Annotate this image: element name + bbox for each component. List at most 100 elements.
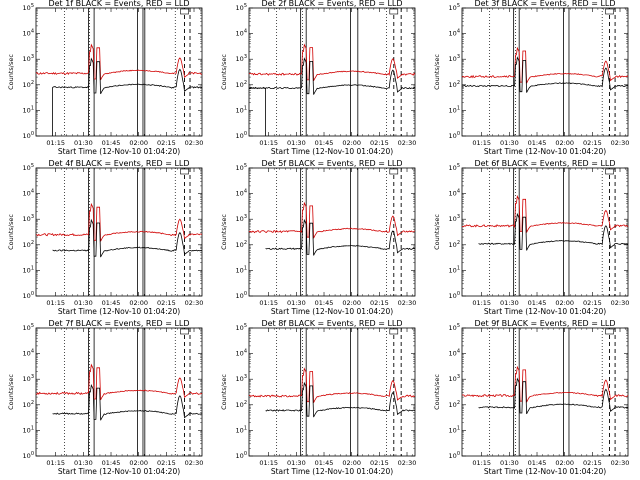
x-axis-label: Start Time (12-Nov-10 01:04:20): [484, 467, 606, 476]
y-tick-base: 10: [449, 132, 457, 140]
y-tick-exponent: 1: [31, 425, 34, 431]
chart-svg: Det 3f BLACK = Events, RED = LLD10010110…: [433, 0, 629, 156]
y-axis-label: Counts/sec: [7, 374, 15, 410]
detector-panel-3: Det 3f BLACK = Events, RED = LLD 100 101 10…: [426, 0, 639, 160]
y-tick-exponent: 5: [31, 163, 34, 169]
plot-frame: [248, 327, 416, 457]
x-tick-label: 01:15: [472, 299, 491, 307]
events-series-line: [248, 57, 416, 136]
x-tick-label: 01:45: [102, 299, 121, 307]
x-tick-label: 01:30: [287, 459, 306, 467]
y-tick-label: 102: [23, 80, 34, 89]
y-tick-label: 105: [23, 163, 34, 172]
x-tick-label: 01:15: [46, 139, 65, 147]
y-tick-exponent: 2: [244, 80, 247, 86]
y-tick-label: 103: [449, 374, 460, 383]
x-tick-label: 01:45: [528, 139, 547, 147]
detector-panel-1: Det 1f BLACK = Events, RED = LLD 100 101 10…: [0, 0, 213, 160]
x-tick-label: 02:15: [157, 299, 176, 307]
x-tick-label: 02:00: [555, 139, 574, 147]
lld-series-line: [248, 201, 416, 239]
y-tick-base: 10: [23, 452, 31, 460]
y-tick-exponent: 0: [244, 131, 247, 137]
y-tick-label: 103: [449, 214, 460, 223]
y-tick-base: 10: [449, 266, 457, 274]
y-tick-label: 104: [236, 29, 247, 38]
y-tick-exponent: 1: [457, 425, 460, 431]
y-axis-label: Counts/sec: [220, 214, 228, 250]
y-axis-label: Counts/sec: [7, 54, 15, 90]
y-tick-label: 100: [449, 451, 460, 460]
lld-series-line: [35, 202, 202, 242]
chart-title: Det 8f BLACK = Events, RED = LLD: [261, 320, 402, 328]
chart-title: Det 1f BLACK = Events, RED = LLD: [48, 0, 189, 8]
y-tick-exponent: 2: [244, 400, 247, 406]
y-tick-base: 10: [23, 81, 31, 89]
y-tick-label: 102: [236, 240, 247, 249]
lld-series-line: [461, 46, 629, 84]
y-tick-exponent: 0: [31, 291, 34, 297]
y-tick-base: 10: [449, 292, 457, 300]
y-tick-exponent: 2: [457, 240, 460, 246]
y-tick-exponent: 2: [244, 240, 247, 246]
x-tick-label: 01:45: [102, 459, 121, 467]
y-tick-base: 10: [236, 106, 244, 114]
y-tick-label: 101: [449, 105, 460, 114]
x-axis-label: Start Time (12-Nov-10 01:04:20): [58, 147, 180, 156]
x-tick-label: 02:15: [370, 459, 389, 467]
x-tick-label: 02:00: [129, 139, 148, 147]
flag-marker: [180, 168, 189, 175]
events-series-line: [478, 212, 629, 251]
y-tick-label: 104: [23, 349, 34, 358]
y-tick-base: 10: [236, 164, 244, 172]
y-tick-label: 103: [236, 54, 247, 63]
y-tick-base: 10: [236, 241, 244, 249]
y-tick-exponent: 4: [31, 29, 34, 35]
y-tick-label: 101: [449, 265, 460, 274]
y-tick-label: 100: [23, 131, 34, 140]
y-tick-exponent: 0: [244, 291, 247, 297]
y-axis-label: Counts/sec: [220, 54, 228, 90]
y-tick-base: 10: [449, 426, 457, 434]
x-axis-label: Start Time (12-Nov-10 01:04:20): [271, 307, 393, 316]
y-tick-label: 103: [23, 54, 34, 63]
chart-svg: Det 9f BLACK = Events, RED = LLD10010110…: [433, 320, 629, 476]
y-tick-base: 10: [449, 241, 457, 249]
y-tick-base: 10: [23, 375, 31, 383]
y-tick-base: 10: [449, 215, 457, 223]
x-tick-label: 02:00: [129, 299, 148, 307]
y-tick-exponent: 4: [457, 29, 460, 35]
detector-panel-7: Det 7f BLACK = Events, RED = LLD 100 101 10…: [0, 320, 213, 480]
y-tick-exponent: 3: [457, 54, 460, 60]
y-tick-exponent: 0: [457, 131, 460, 137]
x-axis-label: Start Time (12-Nov-10 01:04:20): [58, 307, 180, 316]
y-tick-label: 100: [449, 131, 460, 140]
y-tick-base: 10: [449, 190, 457, 198]
plot-frame: [248, 167, 416, 297]
flag-marker: [180, 328, 189, 335]
x-axis-label: Start Time (12-Nov-10 01:04:20): [271, 467, 393, 476]
y-tick-base: 10: [236, 375, 244, 383]
y-tick-label: 105: [23, 323, 34, 332]
x-tick-label: 01:15: [259, 299, 278, 307]
lld-series-line: [35, 363, 203, 401]
y-tick-base: 10: [236, 215, 244, 223]
x-tick-label: 02:15: [157, 459, 176, 467]
flag-marker: [389, 168, 399, 175]
plot-frame: [461, 7, 629, 137]
events-series-line: [52, 218, 203, 258]
x-tick-label: 02:30: [185, 299, 204, 307]
flag-marker: [605, 8, 614, 15]
x-tick-label: 02:30: [185, 139, 204, 147]
y-axis-label: Counts/sec: [433, 54, 441, 90]
x-tick-label: 02:00: [555, 459, 574, 467]
lld-series-line: [461, 194, 629, 233]
y-tick-label: 104: [236, 189, 247, 198]
y-tick-base: 10: [23, 350, 31, 358]
y-tick-label: 100: [236, 131, 247, 140]
y-tick-label: 103: [236, 374, 247, 383]
events-series-line: [478, 377, 629, 415]
chart-title: Det 5f BLACK = Events, RED = LLD: [261, 160, 402, 168]
y-tick-exponent: 1: [244, 425, 247, 431]
x-tick-label: 02:00: [342, 459, 361, 467]
